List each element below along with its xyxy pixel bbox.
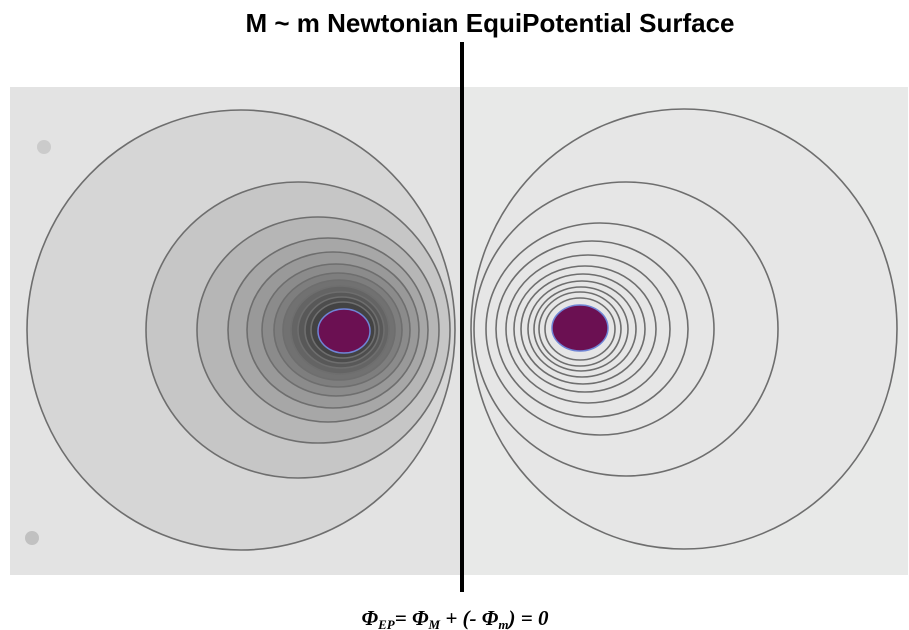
- formula-sub: m: [498, 617, 508, 630]
- left-contours: [26, 109, 456, 551]
- mass-M: [317, 308, 371, 354]
- formula-part: + (- Φ: [440, 606, 499, 630]
- formula-part: Φ: [362, 606, 379, 630]
- title: M ~ m Newtonian EquiPotential Surface: [245, 8, 734, 38]
- formula-part: = Φ: [395, 606, 429, 630]
- smudge: [25, 531, 39, 545]
- formula: ΦEP= ΦM + (- Φm) = 0: [362, 606, 549, 630]
- smudge: [37, 140, 51, 154]
- mass-m: [551, 304, 609, 352]
- formula-part: ) = 0: [507, 606, 549, 630]
- formula-sub: M: [428, 617, 441, 630]
- formula-sub: EP: [377, 617, 396, 630]
- right-contours: [470, 108, 898, 550]
